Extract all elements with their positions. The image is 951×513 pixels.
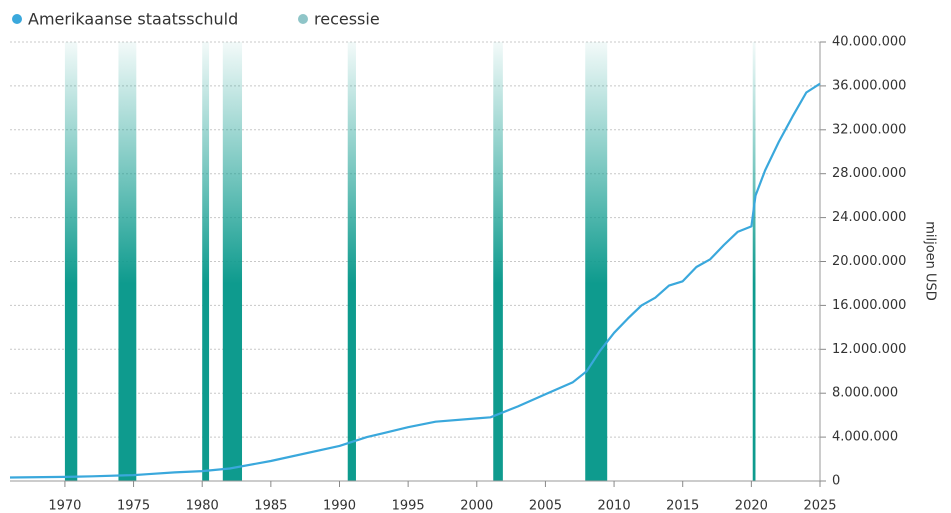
recession-band <box>222 42 243 481</box>
y-tick-label: 12.000.000 <box>832 342 906 357</box>
x-tick-label: 1985 <box>254 499 287 513</box>
x-tick-label: 2025 <box>803 499 836 513</box>
y-tick-label: 0 <box>832 474 840 489</box>
legend-label[interactable]: Amerikaanse staatsschuld <box>28 10 238 29</box>
x-tick-label: 2010 <box>598 499 631 513</box>
y-tick-label: 16.000.000 <box>832 298 906 313</box>
x-tick-label: 1970 <box>48 499 81 513</box>
recession-band <box>118 42 137 481</box>
x-tick-label: 2015 <box>666 499 699 513</box>
recession-band <box>493 42 503 481</box>
y-tick-label: 24.000.000 <box>832 210 906 225</box>
recession-band <box>202 42 210 481</box>
y-tick-label: 20.000.000 <box>832 254 906 269</box>
legend-swatch <box>298 14 308 24</box>
legend-swatch <box>12 14 22 24</box>
x-tick-label: 2000 <box>460 499 493 513</box>
y-tick-label: 28.000.000 <box>832 166 906 181</box>
recession-band <box>347 42 356 481</box>
y-tick-label: 8.000.000 <box>832 386 898 401</box>
debt-line <box>9 82 821 479</box>
recession-band <box>64 42 78 481</box>
x-tick-label: 1990 <box>323 499 356 513</box>
x-tick-label: 2020 <box>735 499 768 513</box>
x-tick-label: 1995 <box>392 499 425 513</box>
y-tick-label: 32.000.000 <box>832 122 906 137</box>
legend-label[interactable]: recessie <box>314 10 380 29</box>
y-tick-label: 36.000.000 <box>832 78 906 93</box>
y-tick-label: 4.000.000 <box>832 430 898 445</box>
y-tick-label: 40.000.000 <box>832 35 906 50</box>
x-tick-label: 2005 <box>529 499 562 513</box>
axis-title: miljoen USD <box>923 221 938 301</box>
x-tick-label: 1980 <box>186 499 219 513</box>
x-tick-label: 1975 <box>117 499 150 513</box>
recession-band <box>585 42 608 481</box>
recession-band <box>752 42 756 481</box>
